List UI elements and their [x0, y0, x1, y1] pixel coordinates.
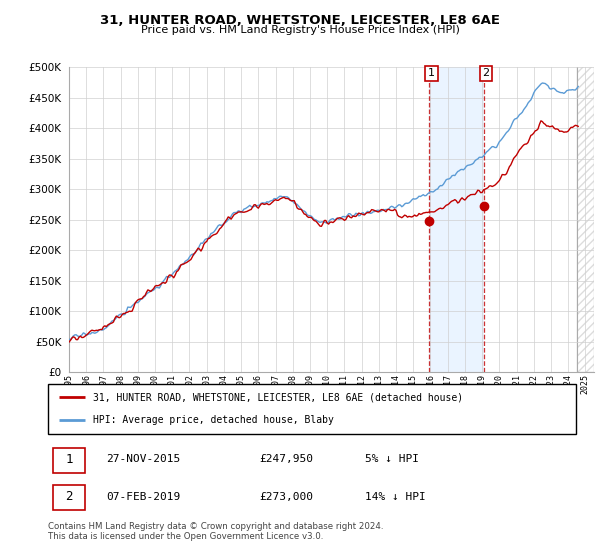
Text: 1: 1: [428, 68, 435, 78]
Text: HPI: Average price, detached house, Blaby: HPI: Average price, detached house, Blab…: [93, 416, 334, 426]
Text: 2: 2: [65, 491, 73, 503]
Text: Price paid vs. HM Land Registry's House Price Index (HPI): Price paid vs. HM Land Registry's House …: [140, 25, 460, 35]
FancyBboxPatch shape: [53, 486, 85, 511]
Text: 31, HUNTER ROAD, WHETSTONE, LEICESTER, LE8 6AE (detached house): 31, HUNTER ROAD, WHETSTONE, LEICESTER, L…: [93, 392, 463, 402]
Text: 5% ↓ HPI: 5% ↓ HPI: [365, 454, 419, 464]
Text: 31, HUNTER ROAD, WHETSTONE, LEICESTER, LE8 6AE: 31, HUNTER ROAD, WHETSTONE, LEICESTER, L…: [100, 14, 500, 27]
Text: £247,950: £247,950: [259, 454, 313, 464]
Text: 1: 1: [65, 452, 73, 465]
Text: 27-NOV-2015: 27-NOV-2015: [106, 454, 181, 464]
Bar: [429, 67, 484, 372]
Text: 14% ↓ HPI: 14% ↓ HPI: [365, 492, 425, 502]
FancyBboxPatch shape: [48, 384, 576, 434]
Text: £273,000: £273,000: [259, 492, 313, 502]
FancyBboxPatch shape: [53, 447, 85, 473]
Text: Contains HM Land Registry data © Crown copyright and database right 2024.
This d: Contains HM Land Registry data © Crown c…: [48, 522, 383, 542]
Text: 07-FEB-2019: 07-FEB-2019: [106, 492, 181, 502]
Text: 2: 2: [482, 68, 490, 78]
